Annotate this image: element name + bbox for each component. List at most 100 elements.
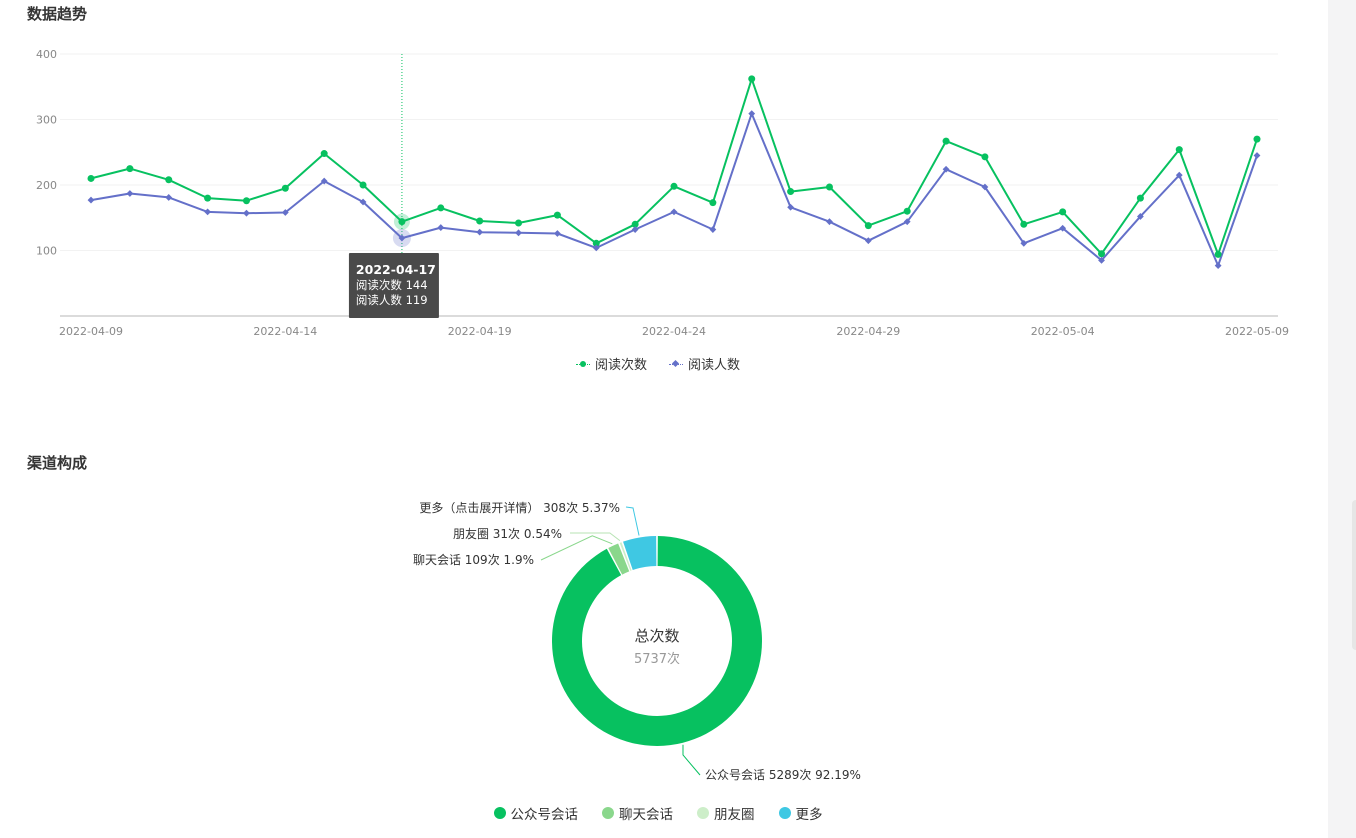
point-reads <box>1020 220 1028 228</box>
point-reads <box>981 153 989 161</box>
point-readers <box>981 183 989 191</box>
leader-official-chat <box>682 744 701 776</box>
legend-more-dot <box>778 807 791 819</box>
x-tick-label: 2022-04-24 <box>642 325 706 338</box>
point-readers <box>709 226 717 233</box>
x-tick-label: 2022-05-04 <box>1031 325 1095 338</box>
point-readers <box>515 229 522 237</box>
donut-slice <box>623 536 657 571</box>
point-reads <box>1059 208 1067 216</box>
slice-label-official-chat: 公众号会话 5289次 92.19% <box>705 768 861 782</box>
legend-item-moments[interactable]: 朋友圈 <box>697 803 755 823</box>
legend-item-reads[interactable]: 阅读次数 <box>575 354 647 373</box>
point-reads <box>87 174 95 182</box>
trend-section-title: 数据趋势 <box>27 5 88 23</box>
point-reads <box>320 150 328 158</box>
x-tick-label: 2022-04-19 <box>448 325 512 338</box>
tooltip-reads: 阅读次数 144 <box>356 278 428 292</box>
point-readers <box>320 177 328 185</box>
point-reads <box>631 220 639 228</box>
point-readers <box>87 196 95 204</box>
y-tick-label: 100 <box>36 245 57 258</box>
legend-item-more[interactable]: 更多 <box>778 803 823 823</box>
y-tick-label: 300 <box>36 114 57 127</box>
point-reads <box>1253 135 1261 143</box>
point-readers <box>787 203 794 211</box>
donut-center-label: 总次数 <box>634 627 679 645</box>
legend-item-readers[interactable]: 阅读人数 <box>669 354 740 373</box>
point-reads <box>165 176 173 184</box>
point-reads <box>942 137 950 145</box>
point-reads <box>398 218 406 226</box>
point-reads <box>553 211 561 219</box>
point-readers <box>126 190 134 197</box>
slice-label-moments: 朋友圈 31次 0.54% <box>453 527 562 541</box>
point-readers <box>631 226 639 233</box>
legend-item-official-chat[interactable]: 公众号会话 <box>493 803 579 823</box>
point-reads <box>1136 194 1144 202</box>
legend-official-chat-dot <box>493 807 506 819</box>
trend-line-chart[interactable]: 100 200 300 400 2022-04-09 2022-04-14 2022-04-… <box>0 36 1316 346</box>
legend-reads-label: 阅读次数 <box>594 358 647 373</box>
point-readers <box>281 209 289 216</box>
leader-chat <box>540 535 613 561</box>
point-readers <box>592 244 600 252</box>
point-reads <box>476 217 484 225</box>
point-reads <box>825 183 833 191</box>
point-readers <box>165 194 173 201</box>
point-reads <box>204 194 212 202</box>
point-readers <box>1137 213 1144 220</box>
side-scroll-handle[interactable] <box>1352 500 1356 650</box>
point-reads <box>359 181 367 189</box>
point-readers <box>476 228 484 236</box>
point-reads <box>864 222 872 230</box>
legend-more-label: 更多 <box>795 807 823 823</box>
y-tick-label: 400 <box>36 48 57 61</box>
point-readers <box>1253 152 1261 159</box>
point-readers <box>903 218 911 226</box>
point-reads <box>787 188 795 196</box>
point-readers <box>243 209 250 217</box>
point-readers <box>826 218 833 226</box>
donut-slice <box>608 543 630 575</box>
x-tick-label: 2022-04-29 <box>836 325 900 338</box>
leader-moments <box>570 532 621 542</box>
point-readers <box>437 224 445 231</box>
legend-readers-marker <box>669 359 683 369</box>
legend-reads-marker <box>575 359 590 369</box>
point-readers <box>1098 256 1105 264</box>
point-reads <box>748 75 756 83</box>
x-tick-label: 2022-05-09 <box>1225 325 1289 338</box>
point-readers <box>748 110 756 118</box>
point-reads <box>1098 250 1106 258</box>
legend-readers-label: 阅读人数 <box>688 358 741 373</box>
legend-moments-label: 朋友圈 <box>714 807 755 823</box>
point-readers <box>864 237 872 245</box>
y-tick-label: 200 <box>36 179 57 192</box>
point-readers <box>670 208 678 216</box>
legend-moments-dot <box>697 807 709 819</box>
slice-label-more: 更多（点击展开详情） 308次 5.37% <box>419 500 620 515</box>
tooltip-readers: 阅读人数 119 <box>356 293 428 307</box>
legend-chat-dot <box>602 807 614 819</box>
legend-chat-label: 聊天会话 <box>619 807 673 823</box>
channel-legend: 公众号会话 聊天会话 朋友圈 更多 <box>0 803 1316 823</box>
slice-label-chat: 聊天会话 109次 1.9% <box>413 553 534 567</box>
point-reads <box>515 219 523 227</box>
point-readers <box>398 234 406 242</box>
point-reads <box>242 197 250 205</box>
point-readers <box>359 198 367 206</box>
series-line-reads <box>90 77 1258 256</box>
tooltip-box <box>348 253 439 318</box>
legend-official-chat-label: 公众号会话 <box>510 807 579 823</box>
point-reads <box>592 239 600 247</box>
point-reads <box>1214 250 1222 258</box>
legend-item-chat[interactable]: 聊天会话 <box>602 803 673 823</box>
donut-center-value: 5737次 <box>634 651 680 667</box>
point-reads <box>709 199 717 207</box>
channel-section-title: 渠道构成 <box>27 454 88 472</box>
right-gutter <box>1328 0 1356 838</box>
